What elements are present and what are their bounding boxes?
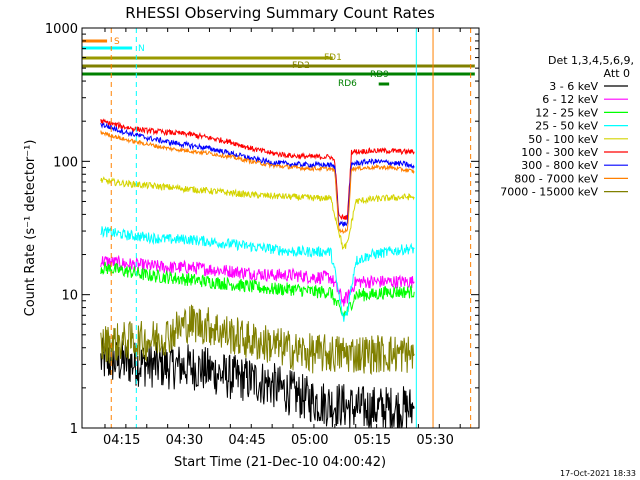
flag-label-rd6: RD6 — [338, 79, 357, 89]
legend-label-2: 12 - 25 keV — [535, 106, 598, 119]
x-axis-label: Start Time (21-Dec-10 04:00:42) — [174, 455, 386, 470]
y-axis-label: Count Rate (s⁻¹ detector⁻¹) — [23, 140, 38, 317]
y-axis: 1 10 100 1000 — [45, 22, 479, 437]
legend-label-0: 3 - 6 keV — [549, 80, 598, 93]
legend-label-3: 25 - 50 keV — [535, 120, 598, 133]
vertical-markers-layer — [110, 28, 472, 428]
legend-label-5: 100 - 300 keV — [521, 146, 598, 159]
series-line-5 — [100, 118, 415, 221]
series-layer — [100, 118, 415, 429]
x-axis: 04:15 04:30 04:45 05:00 05:15 05:30 — [103, 28, 461, 448]
flag-bars-layer: S N FD1 FD2 RD9 RD6 — [82, 37, 475, 89]
y-tick-label: 1 — [70, 422, 78, 437]
flag-label-s: S — [114, 37, 120, 47]
x-tick-label: 04:15 — [103, 433, 140, 448]
x-tick-label: 04:45 — [228, 433, 265, 448]
flag-label-rd9: RD9 — [370, 70, 389, 80]
series-line-6 — [100, 122, 415, 228]
series-line-1 — [100, 254, 415, 307]
legend-header-line-2: Att 0 — [604, 67, 630, 80]
series-line-2 — [100, 261, 415, 318]
series-line-7 — [100, 130, 415, 235]
series-line-4 — [100, 176, 415, 250]
y-tick-label: 10 — [61, 289, 78, 304]
y-tick-label: 1000 — [45, 22, 78, 37]
series-line-3 — [100, 225, 415, 322]
legend-label-8: 7000 - 15000 keV — [500, 186, 598, 199]
legend-label-7: 800 - 7000 keV — [514, 172, 598, 185]
legend-header-line-1: Det 1,3,4,5,6,9, — [548, 54, 634, 67]
x-tick-label: 04:30 — [166, 433, 203, 448]
series-line-0 — [100, 337, 415, 429]
flag-label-n: N — [138, 44, 145, 54]
x-tick-label: 05:30 — [416, 433, 453, 448]
series-line-8 — [100, 304, 415, 376]
x-tick-label: 05:00 — [291, 433, 328, 448]
x-tick-label: 05:15 — [354, 433, 391, 448]
legend-label-4: 50 - 100 keV — [528, 133, 598, 146]
y-tick-label: 100 — [53, 155, 78, 170]
flag-label-fd1: FD1 — [324, 53, 342, 63]
legend-label-6: 300 - 800 keV — [521, 159, 598, 172]
footer-timestamp: 17-Oct-2021 18:33 — [560, 469, 636, 478]
plot-frame — [81, 27, 480, 429]
legend-label-1: 6 - 12 keV — [542, 93, 598, 106]
chart-title: RHESSI Observing Summary Count Rates — [125, 4, 435, 22]
flag-label-fd2: FD2 — [292, 61, 310, 71]
